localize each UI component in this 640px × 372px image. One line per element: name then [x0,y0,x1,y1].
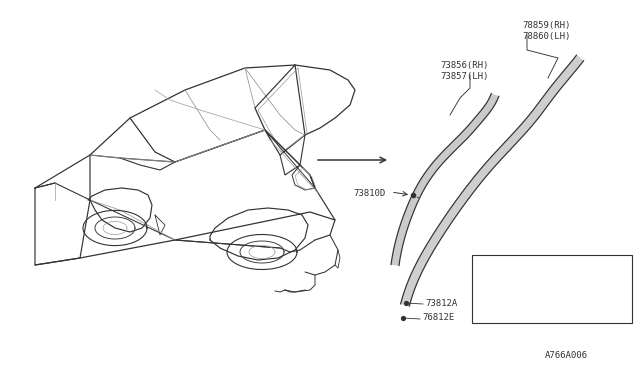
Bar [472,255,632,323]
Text: 76813 (LH): 76813 (LH) [508,284,562,293]
Text: 73812A: 73812A [425,298,457,308]
Text: 76812 (RH): 76812 (RH) [508,271,562,280]
Text: 73856(RH): 73856(RH) [440,61,488,70]
Text: 76812E: 76812E [422,314,454,323]
Text: 73810D: 73810D [353,189,385,198]
Text: 78859(RH): 78859(RH) [522,21,570,30]
Text: 78860(LH): 78860(LH) [522,32,570,41]
Text: A766A006: A766A006 [545,351,588,360]
Text: 73857(LH): 73857(LH) [440,72,488,81]
